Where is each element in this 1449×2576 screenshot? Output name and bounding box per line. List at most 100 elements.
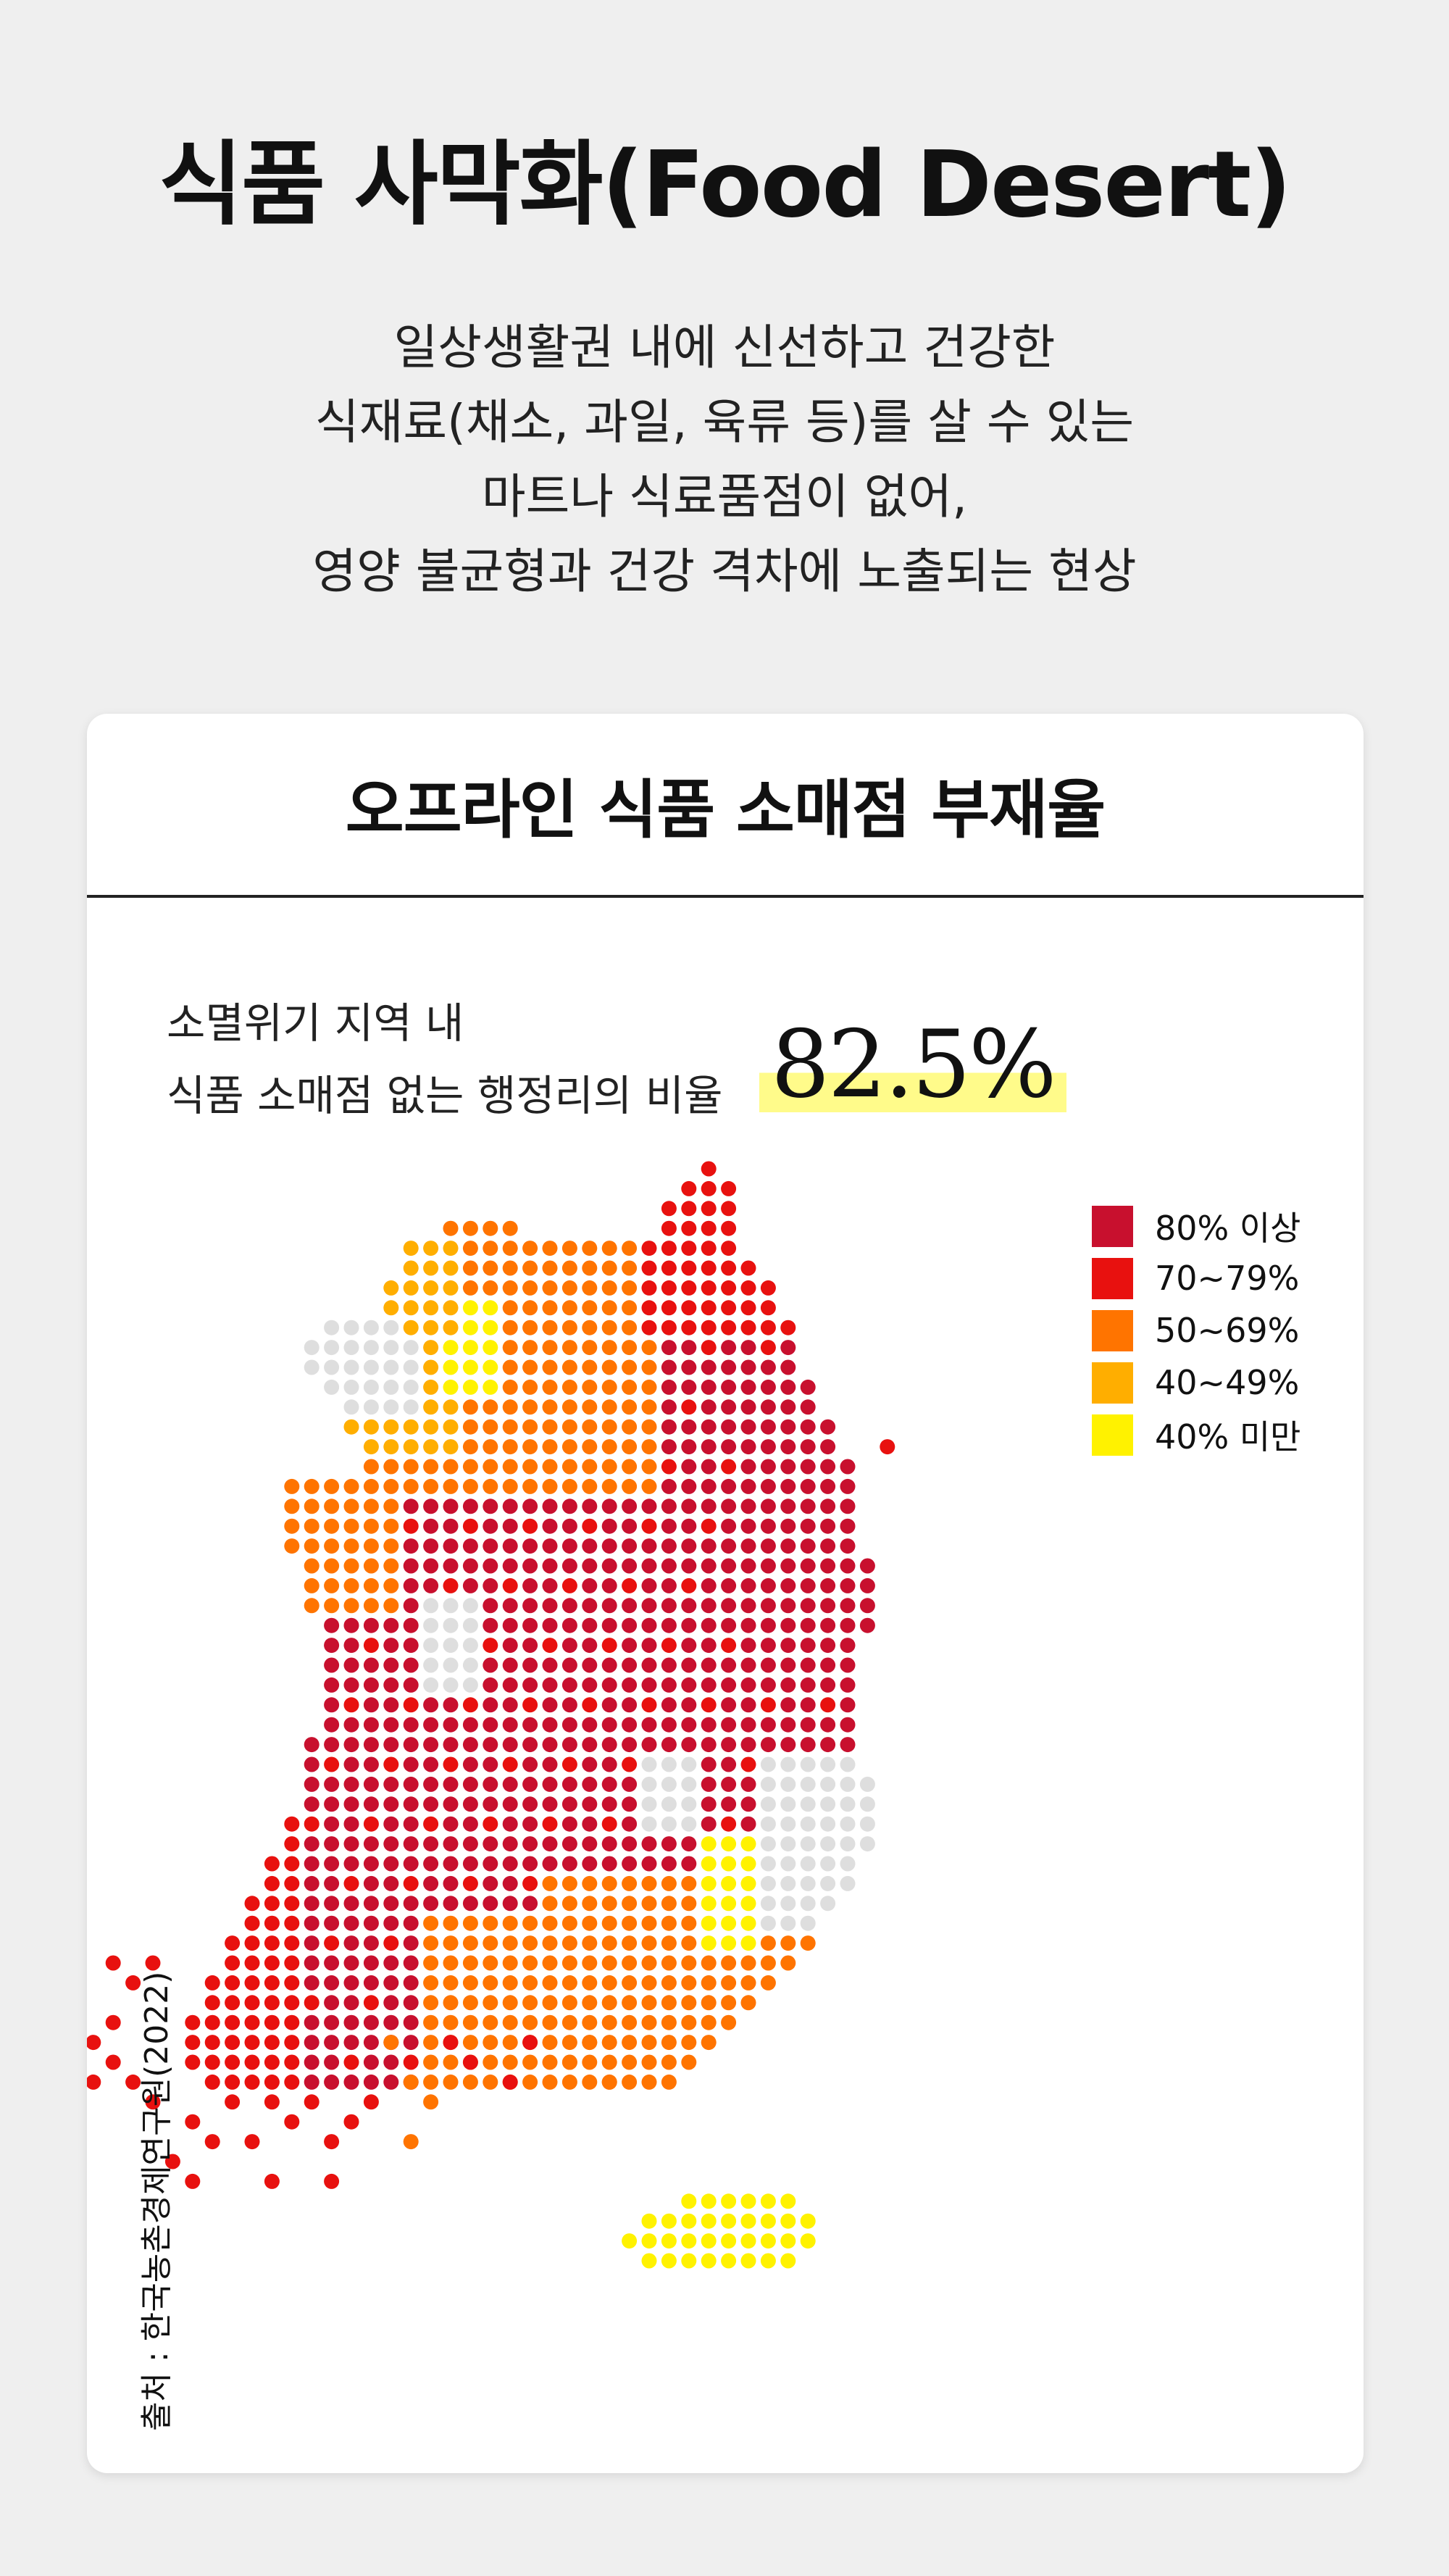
map-dot [403, 1518, 419, 1534]
map-dot [780, 1359, 796, 1375]
map-dot [582, 1875, 598, 1891]
map-dot [622, 1300, 638, 1316]
map-dot [363, 1697, 379, 1713]
map-dot [840, 1856, 856, 1872]
map-dot [721, 1320, 737, 1335]
map-dot [740, 1399, 756, 1415]
map-dot [760, 1915, 776, 1931]
map-dot [740, 2213, 756, 2229]
map-dot [324, 1935, 340, 1951]
map-dot [561, 1478, 577, 1494]
map-dot [681, 1796, 697, 1812]
map-dot [800, 1737, 816, 1753]
map-dot [304, 1856, 320, 1872]
map-dot [859, 1836, 875, 1852]
map-dot [423, 1241, 439, 1256]
map-dot [582, 1419, 598, 1435]
map-dot [542, 1737, 558, 1753]
map-dot [622, 2054, 638, 2070]
map-dot [840, 1875, 856, 1891]
map-dot [681, 1459, 697, 1475]
map-dot [641, 2035, 657, 2051]
map-dot [661, 1836, 677, 1852]
map-dot [740, 1816, 756, 1832]
map-dot [641, 1379, 657, 1395]
map-dot [661, 1499, 677, 1514]
map-dot [462, 2014, 478, 2030]
map-dot [145, 1955, 161, 1971]
map-dot [701, 1161, 717, 1177]
map-dot [483, 1935, 498, 1951]
map-dot [502, 1896, 518, 1912]
map-dot [601, 1955, 617, 1971]
map-dot [343, 1538, 359, 1554]
map-dot [423, 1796, 439, 1812]
map-dot [641, 2074, 657, 2090]
map-dot [145, 2094, 161, 2110]
map-dot [820, 1439, 836, 1455]
map-dot [343, 1340, 359, 1356]
map-dot [383, 1915, 399, 1931]
map-dot [701, 1856, 717, 1872]
map-dot [582, 1856, 598, 1872]
map-dot [622, 1935, 638, 1951]
map-dot [502, 1439, 518, 1455]
map-dot [423, 1399, 439, 1415]
map-dot [363, 2035, 379, 2051]
map-dot [363, 1737, 379, 1753]
map-dot [721, 1379, 737, 1395]
map-dot [383, 1756, 399, 1772]
map-dot [225, 1995, 241, 2011]
map-dot [462, 1836, 478, 1852]
map-dot [661, 1856, 677, 1872]
map-dot [760, 1896, 776, 1912]
map-dot [542, 1756, 558, 1772]
legend-swatch [1092, 1205, 1133, 1247]
map-dot [740, 2193, 756, 2209]
map-dot [701, 1717, 717, 1733]
map-dot [740, 1499, 756, 1514]
map-dot [582, 1518, 598, 1534]
map-dot [740, 1657, 756, 1673]
map-dot [423, 1478, 439, 1494]
map-dot [502, 1737, 518, 1753]
map-dot [502, 1796, 518, 1812]
map-dot [443, 1379, 459, 1395]
map-dot [185, 2114, 201, 2130]
map-dot [502, 1459, 518, 1475]
map-dot [383, 1558, 399, 1574]
map-dot [502, 1975, 518, 1991]
map-dot [701, 1459, 717, 1475]
map-dot [383, 1657, 399, 1673]
map-dot [542, 1478, 558, 1494]
map-dot [542, 1955, 558, 1971]
map-dot [343, 1717, 359, 1733]
map-dot [760, 2193, 776, 2209]
map-dot [780, 1419, 796, 1435]
map-dot [383, 1280, 399, 1296]
map-dot [324, 1677, 340, 1693]
map-dot [721, 1697, 737, 1713]
map-dot [582, 1439, 598, 1455]
map-dot [721, 1359, 737, 1375]
map-dot [641, 1638, 657, 1654]
map-dot [760, 1717, 776, 1733]
map-dot [483, 1896, 498, 1912]
map-dot [343, 1499, 359, 1514]
map-dot [363, 1995, 379, 2011]
map-dot [800, 1717, 816, 1733]
map-dot [561, 1379, 577, 1395]
map-dot [423, 1518, 439, 1534]
map-dot [780, 1478, 796, 1494]
map-dot [363, 1577, 379, 1593]
map-dot [462, 1617, 478, 1633]
map-dot [363, 1975, 379, 1991]
map-dot [225, 2094, 241, 2110]
map-dot [681, 2193, 697, 2209]
map-dot [343, 1776, 359, 1792]
map-dot [403, 2054, 419, 2070]
map-dot [542, 1856, 558, 1872]
map-dot [542, 1796, 558, 1812]
map-dot [343, 1796, 359, 1812]
map-dot [641, 1300, 657, 1316]
